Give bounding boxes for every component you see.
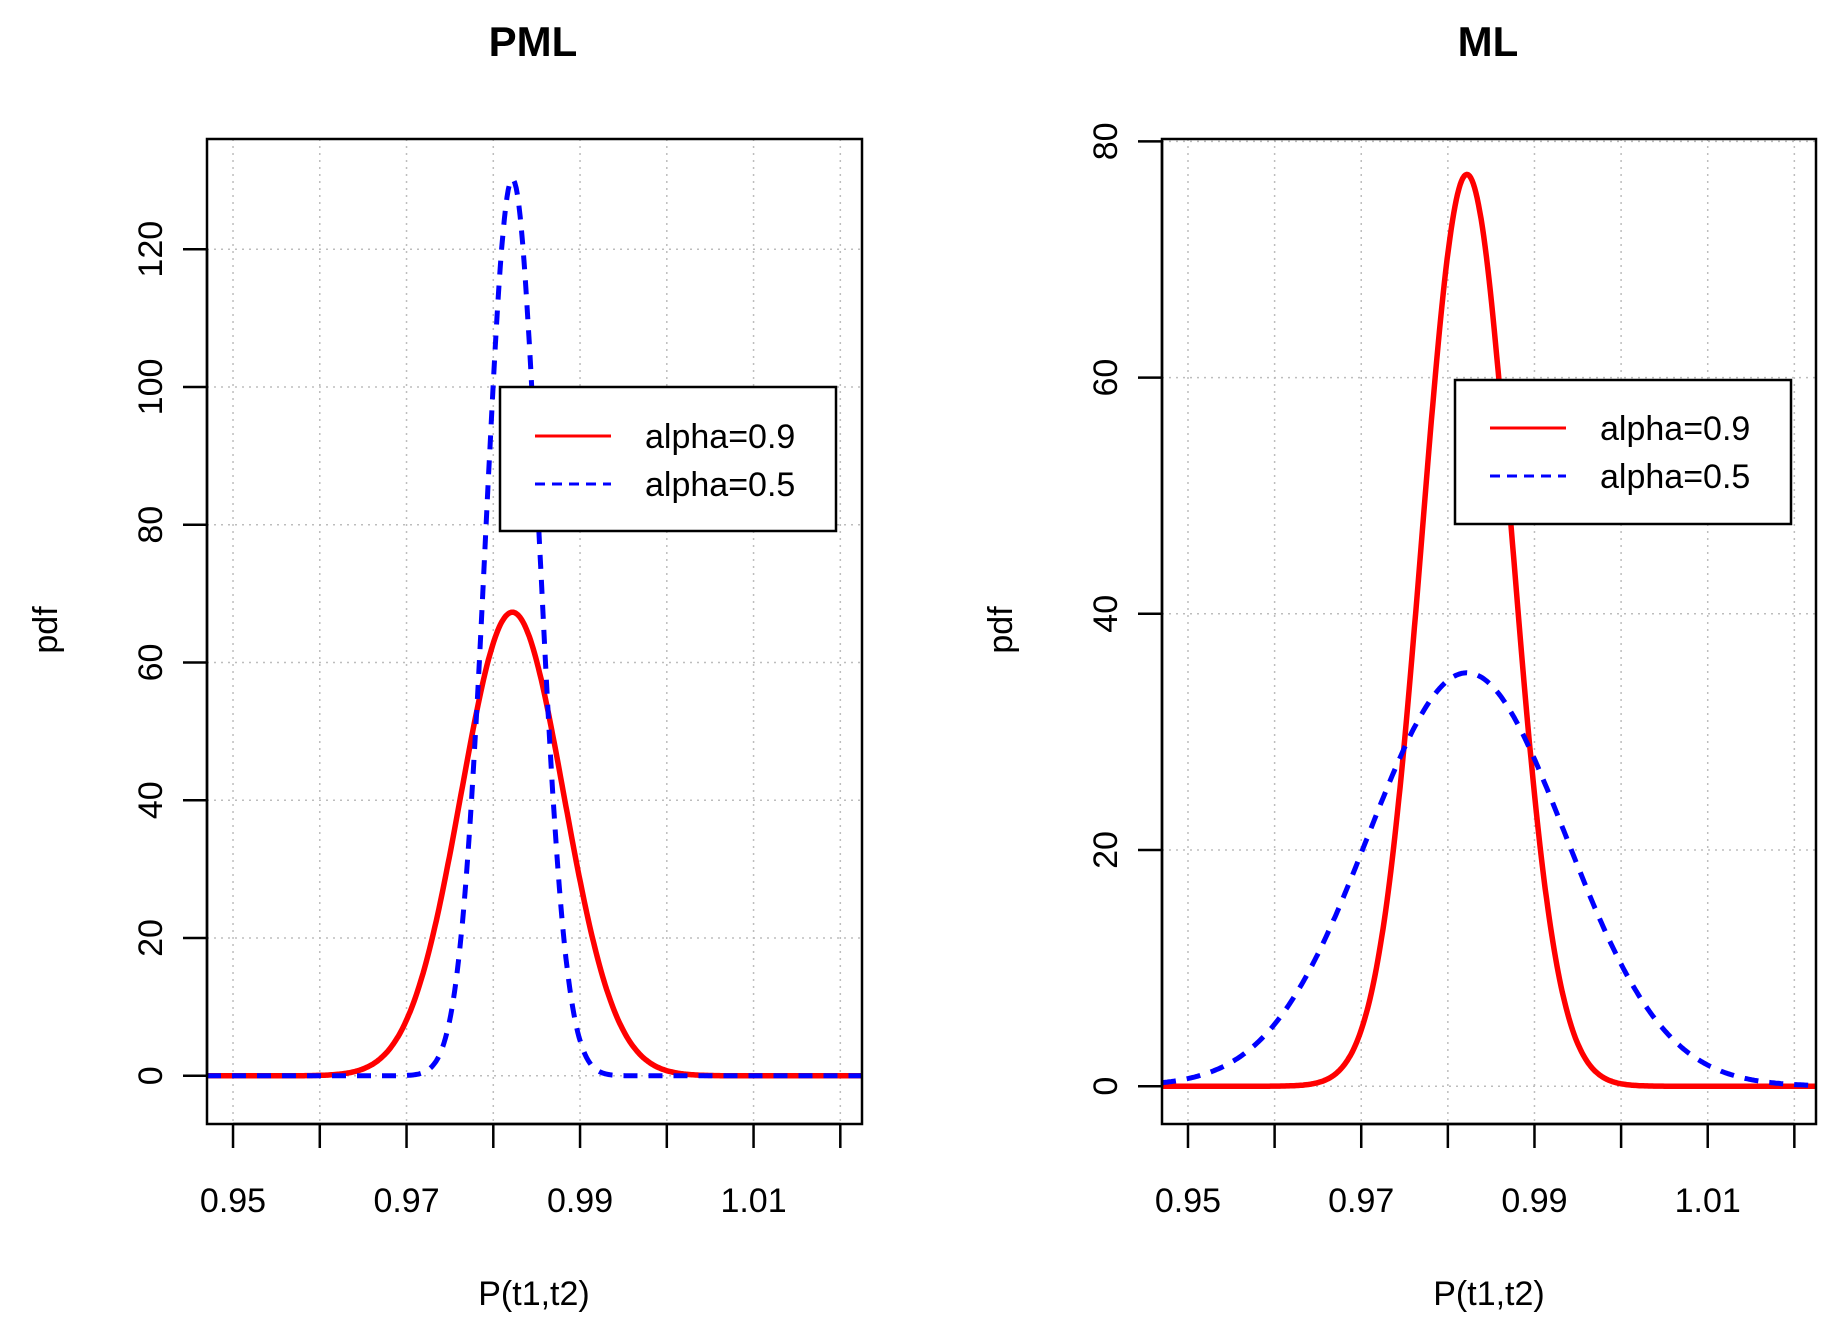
y-tick-label: 80 [132,506,170,544]
legend-label: alpha=0.9 [645,418,795,456]
y-axis-label: pdf [27,606,65,654]
y-tick-label: 20 [132,919,170,957]
series-line-alpha-0-9 [205,609,864,1079]
grid [1162,139,1816,1124]
y-tick-label: 40 [1087,595,1125,633]
x-tick-label: 0.95 [200,1182,266,1220]
x-tick-label: 0.97 [373,1182,439,1220]
legend-label: alpha=0.5 [1600,458,1750,496]
plot-frame [205,137,864,1126]
y-tick-label: 0 [1087,1077,1125,1096]
y-tick-label: 60 [1087,359,1125,397]
legend: alpha=0.9 alpha=0.5 [498,385,838,533]
legend-box [1453,378,1793,526]
legend-label: alpha=0.9 [1600,410,1750,448]
panel-pml: PML 0.95 0.97 0.99 1.01 0 20 40 60 80 100 120 P(t… [27,18,864,1313]
legend-label: alpha=0.5 [645,466,795,504]
y-tick-label: 120 [132,221,170,278]
x-tick-label: 1.01 [1675,1182,1741,1220]
y-axis: 0 20 40 60 80 [1087,122,1164,1096]
x-tick-label: 0.99 [1501,1182,1567,1220]
x-tick-label: 1.01 [720,1182,786,1220]
y-tick-label: 40 [132,781,170,819]
series-line-alpha-0-9 [1160,171,1818,1089]
panel-ml: ML 0.95 0.97 0.99 1.01 0 20 40 60 80 P(t1,t2) p… [982,18,1818,1313]
series-layer [1160,171,1818,1089]
y-tick-label: 0 [132,1066,170,1085]
legend: alpha=0.9 alpha=0.5 [1453,378,1793,526]
x-tick-label: 0.99 [547,1182,613,1220]
y-axis-label: pdf [982,606,1020,654]
x-axis: 0.95 0.97 0.99 1.01 [200,1122,842,1220]
series-line-alpha-0-5 [1160,670,1818,1088]
y-tick-label: 60 [132,644,170,682]
chart-title: ML [1458,18,1519,65]
x-tick-label: 0.97 [1328,1182,1394,1220]
x-axis-label: P(t1,t2) [1433,1275,1544,1313]
legend-box [498,385,838,533]
y-tick-label: 80 [1087,122,1125,160]
y-tick-label: 20 [1087,831,1125,869]
chart-title: PML [489,18,578,65]
y-axis: 0 20 40 60 80 100 120 [132,221,209,1085]
y-tick-label: 100 [132,359,170,416]
x-axis: 0.95 0.97 0.99 1.01 [1155,1122,1796,1220]
x-axis-label: P(t1,t2) [478,1275,589,1313]
x-tick-label: 0.95 [1155,1182,1221,1220]
series-layer [205,176,864,1079]
grid [207,139,862,1124]
series-line-alpha-0-5 [205,176,864,1079]
